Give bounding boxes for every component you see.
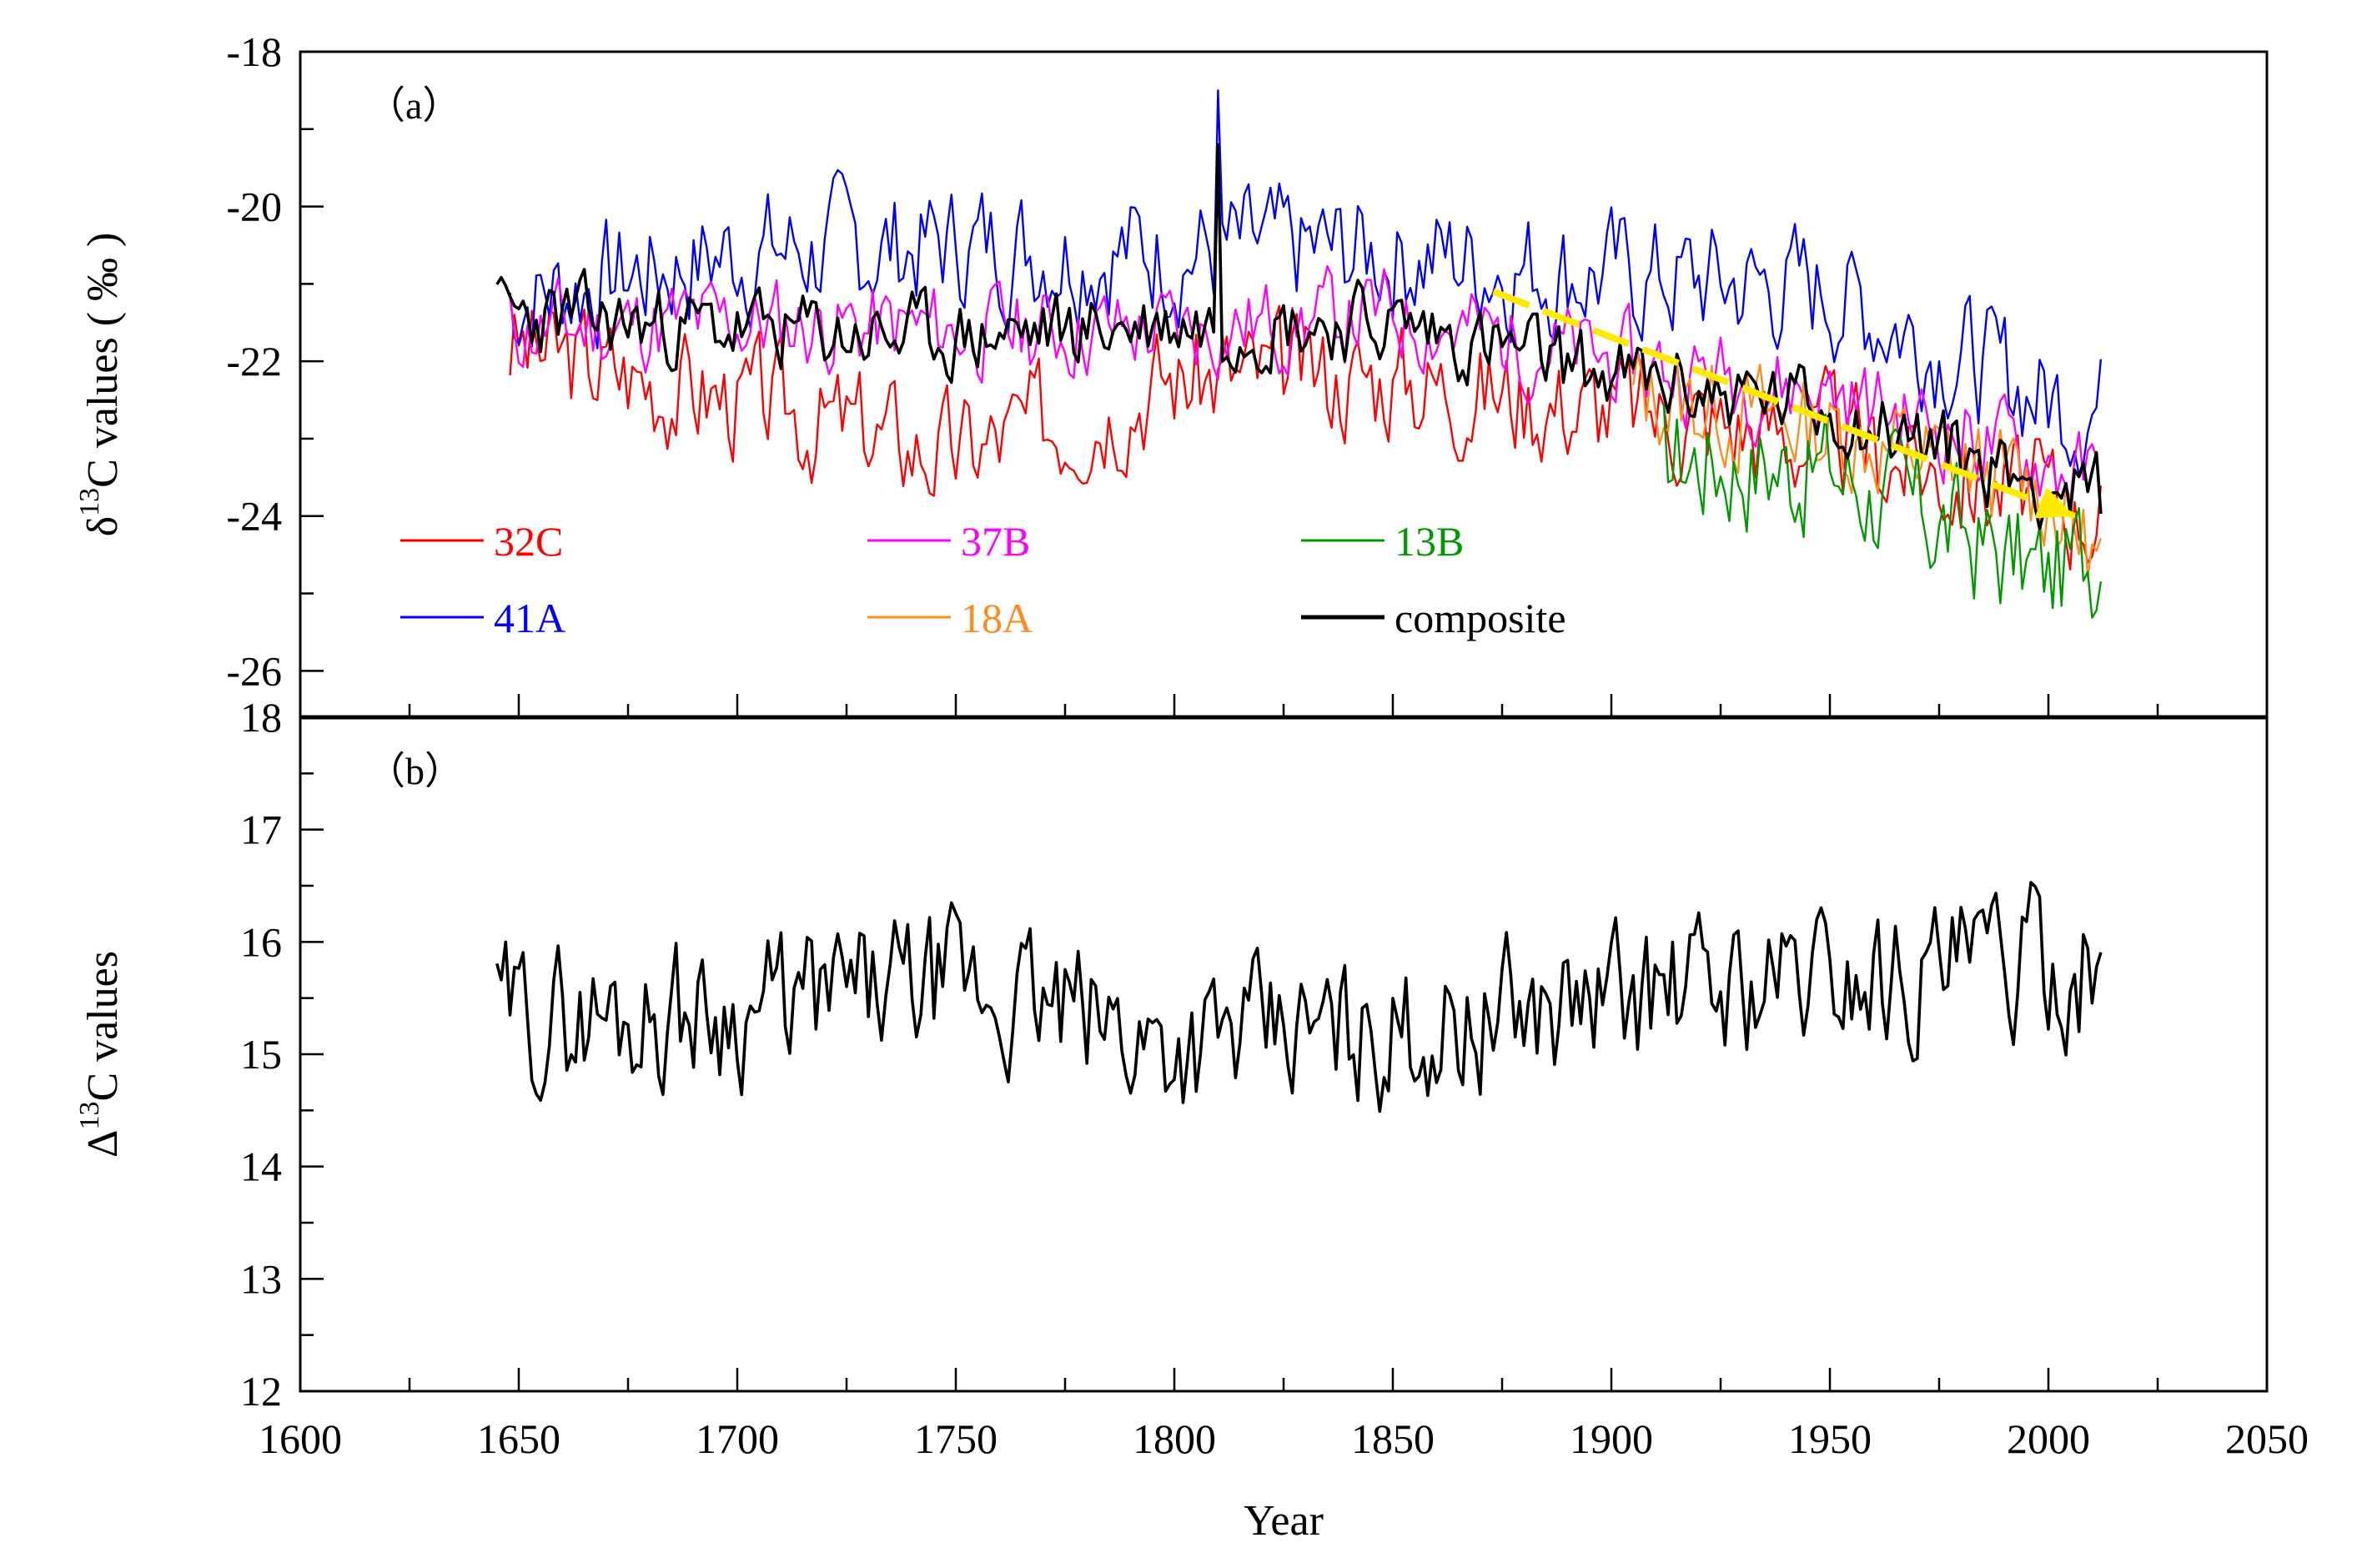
trend-arrow-line bbox=[1492, 288, 2076, 520]
x-axis-title: Year bbox=[1244, 1497, 1324, 1545]
panel-a-label: （a） bbox=[367, 84, 460, 127]
panel-b-series-group bbox=[495, 881, 2103, 1113]
xtick-label: 1700 bbox=[696, 1415, 779, 1462]
panel-a-series-group bbox=[495, 89, 2103, 619]
panel-a-ytick-label: -18 bbox=[226, 28, 282, 75]
text-layer: -26-24-22-20-18（a）δ13C values ( ‰ )32C 37… bbox=[74, 28, 2309, 1545]
legend-label-41A: 41A bbox=[494, 595, 565, 641]
series-line-32C bbox=[509, 304, 2103, 570]
xtick-label: 2000 bbox=[2007, 1415, 2090, 1462]
panel-a-ytick-label: -22 bbox=[226, 338, 282, 384]
ylabel-symbol: δ bbox=[79, 516, 127, 537]
panel-b-ytick-label: 17 bbox=[240, 807, 282, 853]
trend-arrow-head bbox=[2034, 487, 2075, 519]
panel-a-ytick-label: -20 bbox=[226, 183, 282, 230]
panel-b-ytick-label: 15 bbox=[240, 1031, 282, 1078]
ticks-layer bbox=[299, 50, 2269, 1393]
ylabel-text: C values bbox=[79, 951, 127, 1102]
legend-label-32C: 32C bbox=[494, 518, 563, 565]
xtick-label: 1850 bbox=[1351, 1415, 1435, 1462]
xtick-label: 1800 bbox=[1133, 1415, 1216, 1462]
xtick-label: 2050 bbox=[2225, 1415, 2309, 1462]
series-line-composite bbox=[495, 143, 2103, 530]
xtick-label: 1600 bbox=[259, 1415, 342, 1462]
panel-a-ylabel: δ13C values ( ‰ ) bbox=[74, 233, 127, 537]
panel-a-ytick-label: -24 bbox=[226, 493, 282, 540]
panel-b-ytick-label: 12 bbox=[240, 1368, 282, 1415]
ylabel-text: C values ( ‰ ) bbox=[79, 233, 127, 488]
panel-b-ytick-label: 13 bbox=[240, 1255, 282, 1302]
series-line-13B bbox=[1662, 405, 2103, 619]
ylabel-superscript: 13 bbox=[74, 1102, 105, 1130]
xtick-label: 1650 bbox=[477, 1415, 560, 1462]
panel-b-ytick-label: 14 bbox=[240, 1143, 282, 1190]
legend-label-37B: 37B bbox=[961, 518, 1030, 565]
xtick-label: 1900 bbox=[1570, 1415, 1653, 1462]
panel-b-ytick-label: 16 bbox=[240, 918, 282, 965]
frames-layer bbox=[299, 50, 2269, 1393]
panel-a-ytick-label: -26 bbox=[226, 647, 282, 694]
panel-b-ylabel: Δ13C values bbox=[74, 951, 127, 1158]
ylabel-superscript: 13 bbox=[74, 488, 105, 516]
panel-b-frame bbox=[299, 716, 2269, 1393]
legend-label-composite: composite bbox=[1395, 595, 1566, 641]
series-layer bbox=[495, 89, 2103, 1113]
ylabel-symbol: Δ bbox=[79, 1130, 127, 1158]
legend-label-18A: 18A bbox=[961, 595, 1033, 641]
xtick-label: 1950 bbox=[1788, 1415, 1872, 1462]
panel-b-label: （b） bbox=[367, 750, 463, 792]
series-line-13C bbox=[495, 881, 2103, 1113]
legend-label-13B: 13B bbox=[1395, 518, 1464, 565]
xtick-label: 1750 bbox=[914, 1415, 998, 1462]
series-line-41A bbox=[509, 89, 2103, 476]
panel-b-ytick-label: 18 bbox=[240, 694, 282, 741]
